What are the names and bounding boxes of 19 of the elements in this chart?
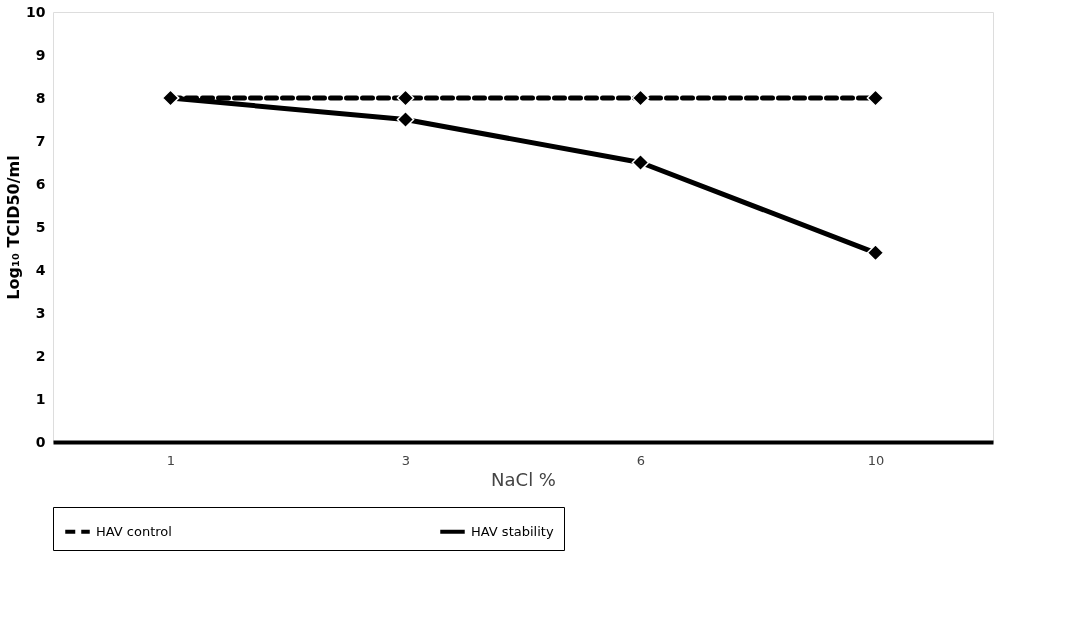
y-tick-label: 7 <box>35 132 46 149</box>
legend-label: HAV control <box>96 523 172 539</box>
y-tick-label: 10 <box>26 3 46 20</box>
y-tick-label: 4 <box>35 261 46 278</box>
x-tick-label: 10 <box>867 452 885 468</box>
x-tick-label: 1 <box>166 452 176 468</box>
x-axis-title: NaCl % <box>491 468 556 490</box>
y-tick-label: 6 <box>35 175 46 192</box>
y-axis-title: Log₁₀ TCID50/ml <box>4 155 24 300</box>
y-tick-label: 8 <box>35 89 46 106</box>
x-tick-label: 3 <box>401 452 411 468</box>
y-tick-label: 2 <box>35 347 46 364</box>
y-tick-label: 3 <box>35 304 46 321</box>
y-tick-label: 5 <box>35 218 46 235</box>
y-tick-label: 9 <box>35 46 46 63</box>
y-tick-label: 1 <box>35 390 46 407</box>
x-tick-label: 6 <box>636 452 646 468</box>
legend-label: HAV stability <box>471 523 554 539</box>
y-tick-label: 0 <box>35 433 46 450</box>
